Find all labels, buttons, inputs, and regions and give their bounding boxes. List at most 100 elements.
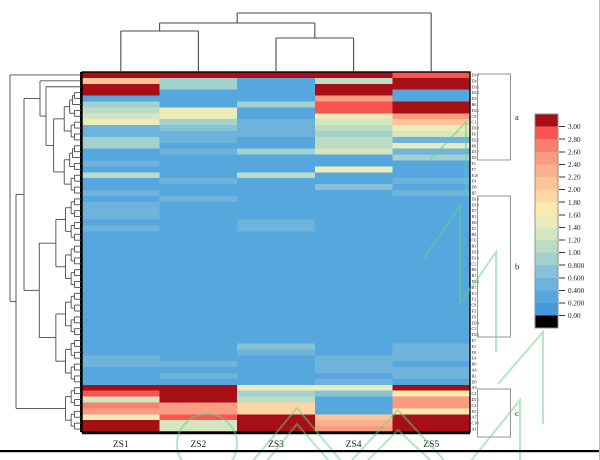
heatmap-cell — [314, 160, 393, 168]
column-label: ZS4 — [346, 440, 362, 450]
heatmap-cell — [159, 101, 238, 109]
heatmap-cell — [314, 184, 393, 191]
heatmap-cell — [314, 136, 393, 144]
row-label: B5 — [472, 190, 477, 195]
heatmap-cell — [159, 131, 238, 138]
cluster-bracket — [477, 388, 511, 438]
heatmap-cell — [314, 349, 393, 356]
heatmap-cell — [392, 349, 471, 356]
row-label: D16 — [472, 72, 479, 77]
heatmap-cell — [314, 260, 393, 268]
heatmap-cell — [159, 367, 238, 374]
heatmap-cell — [82, 231, 161, 238]
heatmap-cell — [314, 367, 393, 374]
heatmap-cell — [237, 272, 316, 280]
heatmap-cell — [392, 237, 471, 244]
watermark-circle — [176, 413, 238, 460]
cluster-label: b — [515, 262, 519, 272]
heatmap-cell — [314, 72, 393, 79]
heatmap-cell — [237, 119, 316, 126]
heatmap-cell — [314, 131, 393, 138]
heatmap-cell — [159, 349, 238, 356]
heatmap-cell — [314, 172, 393, 179]
cluster-bracket — [477, 73, 511, 161]
heatmap-cell — [314, 266, 393, 274]
heatmap-cell — [237, 95, 316, 103]
heatmap-cell — [159, 384, 238, 392]
heatmap-cell — [314, 325, 393, 333]
heatmap-cell — [314, 125, 393, 132]
heatmap-cell — [159, 172, 238, 179]
heatmap-cell — [392, 166, 471, 173]
heatmap-cell — [314, 402, 393, 409]
heatmap-cell — [82, 178, 161, 185]
heatmap-cell — [159, 225, 238, 232]
colorbar-tick-label: 1.20 — [568, 237, 581, 245]
heatmap-cell — [314, 201, 393, 209]
heatmap-cell — [314, 77, 393, 85]
heatmap-cell — [237, 266, 316, 274]
row-label: D26 — [472, 332, 479, 337]
column-label: ZS1 — [113, 440, 129, 450]
row-label: D6 — [472, 220, 477, 225]
heatmap-cell — [159, 107, 238, 114]
heatmap-cell — [392, 225, 471, 232]
row-label: D4 — [472, 78, 478, 83]
heatmap-cell — [159, 119, 238, 126]
heatmap-cell — [392, 313, 471, 321]
heatmap-cell — [159, 355, 238, 362]
heatmap-cell — [159, 195, 238, 203]
colorbar-step — [535, 303, 558, 317]
heatmap-cell — [314, 414, 393, 421]
row-label: B4 — [472, 232, 478, 237]
heatmap-cell — [159, 160, 238, 168]
heatmap-cell — [82, 361, 161, 368]
heatmap-cell — [314, 89, 393, 97]
heatmap-cell — [314, 225, 393, 232]
colorbar-over-block — [535, 114, 558, 127]
heatmap-cell — [237, 219, 316, 227]
colorbar-step — [535, 139, 558, 153]
heatmap-cell — [237, 172, 316, 179]
heatmap-cell — [237, 349, 316, 356]
heatmap-cell — [237, 420, 316, 427]
heatmap-cell — [314, 219, 393, 227]
colorbar-tick-label: 1.40 — [568, 224, 581, 232]
heatmap-cell — [159, 272, 238, 280]
heatmap-cell — [82, 296, 161, 303]
heatmap-cell — [82, 249, 161, 256]
heatmap-cell — [82, 337, 161, 345]
heatmap-cell — [314, 207, 393, 215]
heatmap-cell — [237, 408, 316, 415]
row-label: B7 — [472, 285, 477, 290]
row-label: D20 — [472, 320, 479, 325]
heatmap-cell — [392, 119, 471, 126]
colorbar-tick-label: 0.400 — [568, 287, 585, 295]
heatmap-cell — [392, 213, 471, 221]
colorbar-tick-label: 1.60 — [568, 211, 581, 219]
heatmap-cell — [159, 219, 238, 227]
heatmap-cell — [314, 390, 393, 398]
heatmap-cell — [392, 95, 471, 103]
heatmap-cell — [159, 178, 238, 185]
heatmap-cell — [392, 319, 471, 327]
heatmap-cell — [159, 396, 238, 404]
heatmap-cell — [237, 325, 316, 333]
heatmap-cell — [237, 125, 316, 132]
heatmap-cell — [392, 260, 471, 268]
heatmap-cell — [237, 337, 316, 345]
row-label: D31 — [472, 96, 479, 101]
row-label: E1 — [472, 344, 477, 349]
heatmap-cell — [392, 231, 471, 238]
heatmap-cell — [82, 107, 161, 114]
heatmap-cell — [159, 125, 238, 132]
row-label: D2 — [472, 155, 477, 160]
row-label: E3 — [472, 309, 477, 314]
row-label: D12 — [472, 149, 479, 154]
colorbar-tick-label: 2.60 — [568, 148, 581, 156]
heatmap-cell — [237, 107, 316, 114]
heatmap-cell — [314, 296, 393, 303]
heatmap-cell — [314, 302, 393, 309]
heatmap-cell — [82, 125, 161, 132]
